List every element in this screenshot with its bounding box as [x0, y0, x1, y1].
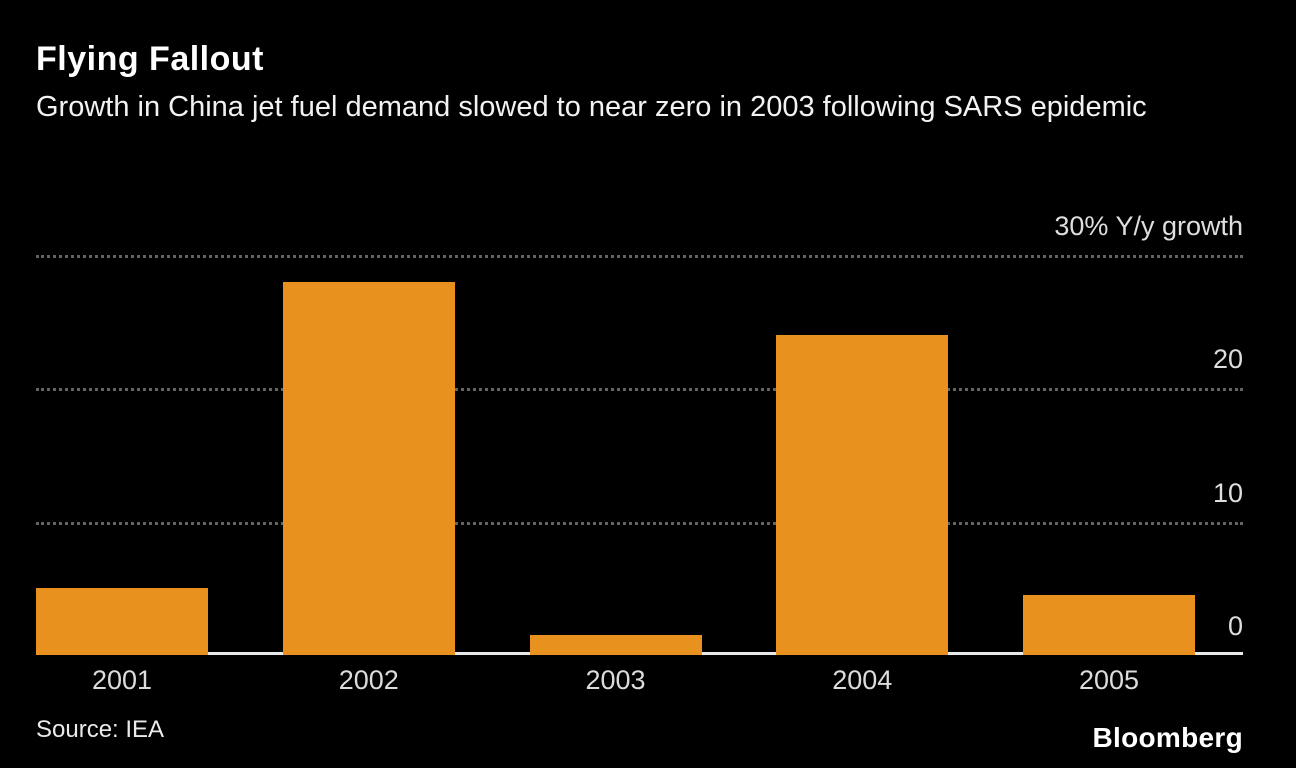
chart-subtitle: Growth in China jet fuel demand slowed t…: [36, 91, 1147, 123]
bar-2004: [776, 335, 949, 655]
x-tick-label-2005: 2005: [1078, 665, 1140, 695]
bar-2005: [1023, 595, 1195, 655]
gridline-10: [36, 521, 1243, 525]
y-tick-label-30: 30% Y/y growth: [1054, 211, 1243, 241]
gridline-30: [36, 255, 1243, 258]
gridline-20: [36, 388, 1243, 392]
bars: [36, 255, 1195, 655]
chart-title: Flying Fallout: [36, 40, 264, 78]
x-tick-label-2003: 2003: [585, 665, 646, 695]
x-axis-labels: 2001 2002 2003 2004 2005: [36, 665, 1195, 696]
y-tick-label-0: 0: [1227, 611, 1243, 641]
bar-2003: [529, 635, 702, 655]
bar-2001: [36, 588, 208, 655]
bar-2002: [282, 281, 455, 655]
x-tick-label-2001: 2001: [91, 665, 153, 695]
source-note: Source: IEA: [36, 716, 165, 743]
y-tick-label-10: 10: [1212, 477, 1243, 508]
bloomberg-logo: Bloomberg: [1092, 722, 1243, 753]
x-tick-label-2002: 2002: [338, 665, 399, 695]
x-tick-label-2004: 2004: [832, 665, 893, 695]
y-tick-label-20: 20: [1212, 344, 1243, 375]
